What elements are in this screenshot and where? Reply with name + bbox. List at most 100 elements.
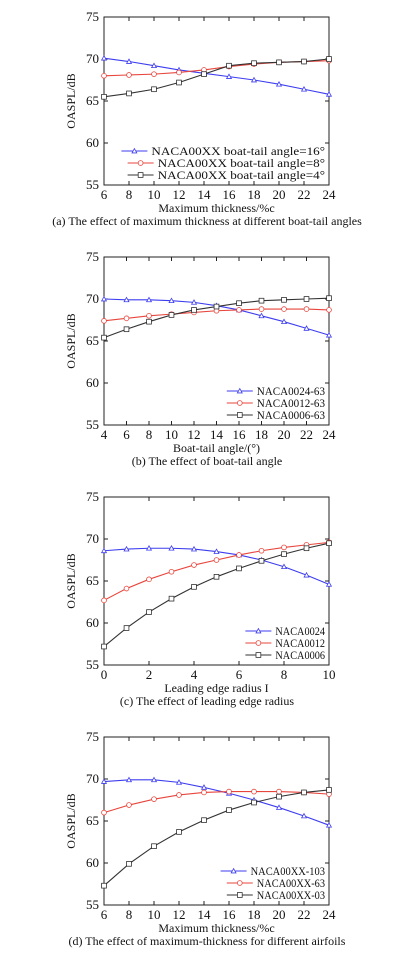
data-point: [101, 882, 107, 889]
data-point: [258, 558, 265, 564]
data-point: [168, 568, 175, 575]
y-tick-label: 60: [86, 855, 99, 870]
chart-d: 55 60 65 70 75 6 8 10 12 14 16 18 20 22 24 Maximum thic…: [64, 729, 336, 935]
data-point: [191, 562, 197, 568]
y-tick-label: 75: [86, 249, 99, 264]
data-point: [213, 574, 220, 580]
x-tick-label: 12: [188, 427, 201, 442]
data-point: [176, 829, 182, 835]
data-point: [275, 804, 283, 810]
y-tick-label: 60: [86, 615, 99, 630]
chart-c: 55 60 65 70 75 0 2 4 6 8 10 Leading edge radius I OA…: [64, 489, 336, 695]
legend-label-2: NACA00XX boat-tail angle=8°: [158, 158, 326, 170]
y-tick-label: 65: [86, 333, 99, 348]
data-point: [236, 300, 242, 306]
data-point: [303, 325, 310, 331]
data-point: [126, 90, 132, 97]
legend-marker-1: [255, 627, 262, 634]
data-point: [326, 307, 332, 313]
data-point: [258, 312, 265, 319]
data-point: [145, 296, 153, 303]
x-tick-label: 4: [191, 667, 198, 682]
data-point: [101, 73, 107, 79]
data-point: [176, 79, 182, 86]
data-point: [100, 54, 108, 61]
legend-marker-1: [230, 867, 237, 874]
data-point: [251, 799, 257, 806]
data-point: [191, 307, 197, 313]
x-axis-label: Leading edge radius I: [164, 681, 268, 695]
y-tick-label: 70: [86, 771, 99, 786]
data-point: [201, 71, 207, 77]
chart-panel-d: 55 60 65 70 75 6 8 10 12 14 16 18 20 22 24 Maximum thic…: [0, 720, 414, 952]
data-point: [280, 318, 288, 324]
chart-panel-a: 55 60 65 70 75 6 8 10 12 14 16 18 20 22 24 Maximum thic…: [0, 0, 414, 232]
x-tick-label: 4: [101, 427, 108, 442]
data-point: [123, 625, 130, 631]
data-point: [101, 94, 107, 100]
data-point: [258, 547, 265, 554]
chart-panel-b: 55 60 65 70 75 4 6 8 10 12 14 16 18 20 22 24 Boat-tail a…: [0, 240, 414, 472]
data-point: [281, 551, 287, 557]
data-point: [303, 571, 310, 578]
data-point: [168, 297, 175, 303]
data-point: [213, 303, 220, 310]
data-point: [100, 547, 108, 554]
x-tick-label: 10: [148, 187, 161, 202]
data-point: [213, 548, 220, 554]
x-tick-label: 16: [223, 907, 237, 922]
legend-label-2: NACA0012-63: [257, 398, 325, 410]
x-tick-label: 2: [146, 667, 153, 682]
y-tick-label: 70: [86, 51, 99, 66]
x-tick-label: 8: [146, 427, 153, 442]
data-point: [281, 306, 287, 312]
legend-label-3: NACA0006: [275, 650, 325, 662]
y-tick-label: 60: [86, 135, 99, 150]
data-point: [213, 557, 220, 563]
data-point: [175, 779, 183, 785]
x-tick-label: 18: [255, 427, 268, 442]
data-point: [325, 331, 333, 338]
data-point: [125, 776, 133, 783]
y-tick-label: 65: [86, 93, 99, 108]
legend-label-3: NACA00XX boat-tail angle=4°: [158, 170, 326, 182]
y-tick-label: 75: [86, 729, 99, 744]
y-tick-label: 75: [86, 489, 99, 504]
x-tick-label: 8: [281, 667, 288, 682]
data-point: [301, 789, 307, 796]
data-point: [236, 552, 242, 558]
x-tick-label: 10: [323, 667, 336, 682]
data-point: [281, 544, 287, 551]
legend-label-2: NACA0012: [275, 638, 325, 650]
caption-c: (c) The effect of leading edge radius: [119, 694, 295, 708]
data-point: [176, 792, 182, 798]
data-point: [251, 60, 257, 66]
x-tick-label: 20: [278, 427, 291, 442]
data-point: [146, 576, 152, 583]
data-point: [250, 76, 258, 83]
x-tick-label: 16: [233, 427, 247, 442]
data-point: [123, 326, 130, 333]
x-tick-label: 22: [298, 187, 311, 202]
data-point: [281, 297, 287, 303]
data-point: [151, 86, 157, 93]
data-point: [150, 776, 158, 783]
chart-b: 55 60 65 70 75 4 6 8 10 12 14 16 18 20 22 24 Boat-tail a…: [64, 249, 336, 455]
data-point: [201, 789, 207, 796]
data-point: [123, 315, 130, 322]
y-tick-label: 70: [86, 291, 99, 306]
data-point: [150, 62, 158, 69]
x-tick-label: 22: [298, 907, 311, 922]
legend-label-1: NACA00XX-103: [251, 866, 326, 878]
data-point: [200, 784, 208, 790]
data-point: [325, 581, 333, 587]
data-point: [190, 299, 198, 305]
data-point: [168, 595, 175, 602]
data-point: [123, 585, 130, 592]
legend-marker-1: [236, 387, 243, 394]
x-tick-label: 12: [173, 187, 186, 202]
legend-label-1: NACA0024: [275, 626, 325, 638]
series-line-3: [103, 58, 330, 98]
data-point: [123, 545, 130, 552]
legend-marker-1: [131, 147, 138, 154]
